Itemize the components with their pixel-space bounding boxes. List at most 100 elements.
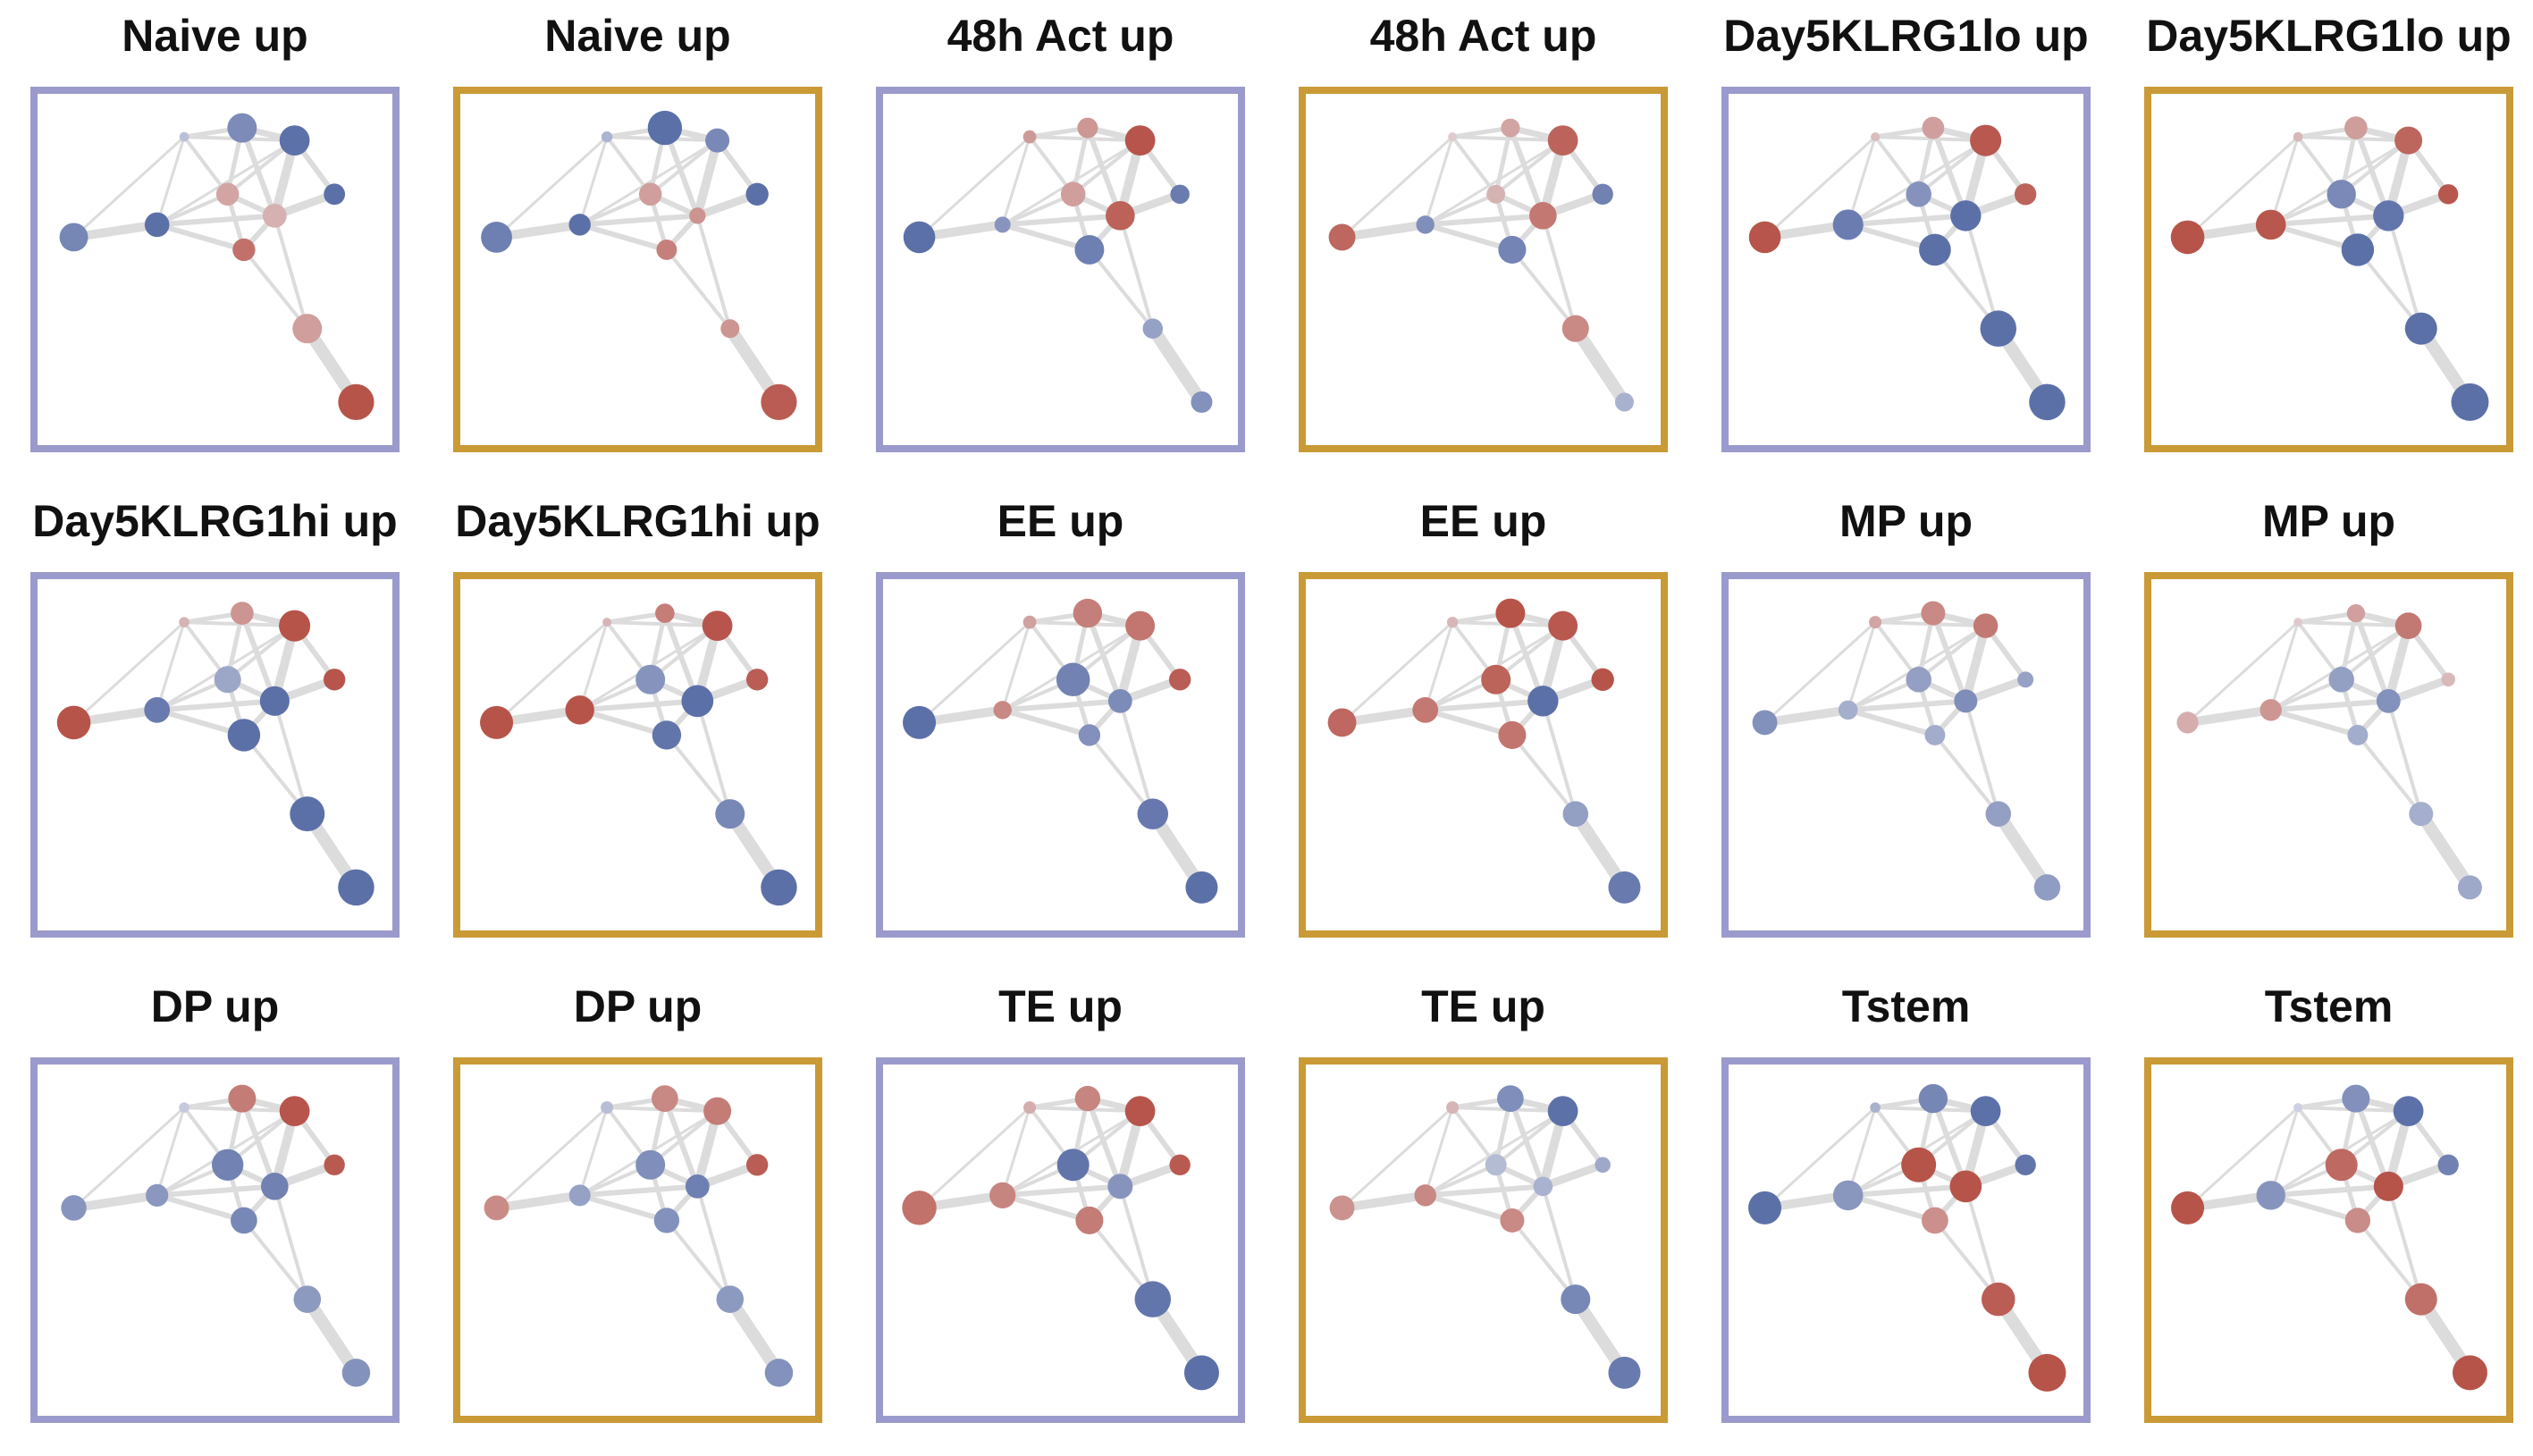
- network-edge: [154, 698, 278, 713]
- network-node: [179, 1102, 189, 1113]
- network-edge: [661, 1096, 701, 1190]
- network-node: [1142, 318, 1164, 339]
- network-edge: [2355, 248, 2423, 331]
- network-edge: [1341, 135, 1454, 239]
- network-edge: [604, 610, 668, 625]
- network-node: [2394, 612, 2422, 639]
- network-edge: [999, 698, 1123, 713]
- network-edge: [2268, 1183, 2392, 1199]
- network-node: [2328, 667, 2354, 693]
- network-node: [211, 1149, 244, 1181]
- network-node: [2029, 383, 2066, 421]
- network-edge: [693, 136, 722, 221]
- network-node: [1838, 700, 1858, 720]
- network-edge: [1146, 322, 1208, 408]
- network-node: [341, 1359, 371, 1387]
- network-panel: TE up: [876, 981, 1245, 1423]
- network-node: [568, 1184, 591, 1207]
- network-node: [1107, 688, 1132, 713]
- network-node: [565, 695, 594, 725]
- network-node: [1073, 598, 1103, 628]
- network-node: [685, 1174, 710, 1199]
- network-node: [1056, 1149, 1090, 1182]
- network-node: [635, 664, 666, 694]
- network-node: [1595, 1157, 1611, 1174]
- network-node: [227, 719, 261, 752]
- network-node: [279, 125, 310, 156]
- network-edge: [578, 620, 609, 711]
- network-node: [1561, 1284, 1591, 1315]
- network-edge: [154, 222, 247, 253]
- network-edge: [1084, 1096, 1123, 1190]
- network-node: [745, 182, 769, 206]
- network-panel: TE up: [1299, 981, 1668, 1423]
- network-node: [292, 314, 323, 344]
- network-node: [146, 1183, 169, 1207]
- network-edge: [1763, 620, 1877, 724]
- network-panel: 48h Act up: [1299, 11, 1668, 452]
- network-node: [231, 1207, 257, 1234]
- network-edge: [1000, 192, 1075, 227]
- network-node: [1137, 798, 1169, 829]
- network-edge: [239, 125, 278, 219]
- network-node: [745, 669, 769, 691]
- network-edge: [1450, 125, 1513, 139]
- network-edge: [2355, 733, 2423, 816]
- network-node: [61, 1195, 87, 1221]
- network-node: [2409, 802, 2434, 827]
- panel-frame: [2144, 1057, 2513, 1423]
- network-node: [1498, 235, 1527, 264]
- network-node: [262, 203, 287, 228]
- network-node: [1973, 613, 1999, 638]
- network-node: [484, 1195, 509, 1221]
- network-node: [568, 214, 591, 236]
- network-node: [279, 610, 311, 642]
- network-edge: [1760, 705, 1853, 728]
- panel-frame: [876, 1057, 1245, 1423]
- network-node: [1548, 610, 1578, 641]
- network-edge: [1964, 699, 2000, 816]
- network-edge: [1845, 698, 1969, 713]
- network-node: [745, 1154, 769, 1176]
- network-node: [1592, 183, 1613, 205]
- network-edge: [1845, 1183, 1969, 1199]
- network-edge: [273, 1184, 309, 1301]
- network-node: [993, 701, 1012, 720]
- network-node: [144, 696, 171, 723]
- network-edge: [1510, 1218, 1578, 1301]
- network-node: [56, 705, 91, 740]
- network-edge: [495, 135, 609, 239]
- network-edge: [1118, 1184, 1155, 1301]
- panel-title: TE up: [998, 981, 1123, 1031]
- network-edge: [1847, 135, 1877, 226]
- panel-frame: [453, 572, 822, 938]
- network-node: [2293, 618, 2303, 627]
- network-panel: Tstem: [2144, 981, 2513, 1423]
- network-node: [1134, 1281, 1172, 1317]
- network-node: [2342, 1084, 2370, 1113]
- network-node: [2170, 220, 2205, 255]
- network-node: [1327, 708, 1357, 737]
- network-panel: Day5KLRG1hi up: [453, 496, 822, 938]
- network-panel: Day5KLRG1hi up: [30, 496, 400, 938]
- panel-title: Day5KLRG1lo up: [2146, 11, 2511, 61]
- network-node: [2017, 671, 2034, 688]
- network-node: [293, 1285, 322, 1313]
- network-node: [656, 239, 677, 260]
- network-node: [653, 1208, 680, 1233]
- network-edge: [239, 610, 278, 704]
- network-panel: DP up: [30, 981, 400, 1423]
- network-edge: [1001, 135, 1031, 226]
- network-node: [1124, 125, 1156, 156]
- network-node: [1982, 1282, 2015, 1317]
- network-panel: Naive up: [30, 11, 400, 452]
- network-node: [1591, 668, 1614, 691]
- network-panel: EE up: [1299, 496, 1668, 938]
- network-node: [1748, 221, 1781, 254]
- network-edge: [1991, 807, 2054, 894]
- network-node: [338, 869, 374, 906]
- network-node: [2373, 1171, 2403, 1201]
- network-edge: [1424, 135, 1454, 226]
- network-node: [652, 1085, 678, 1112]
- network-node: [1547, 125, 1578, 156]
